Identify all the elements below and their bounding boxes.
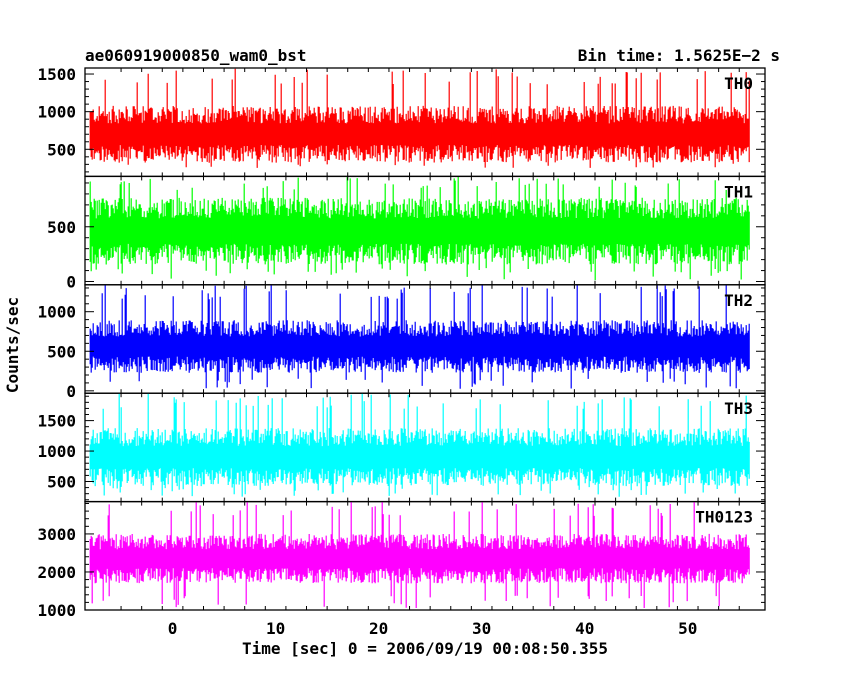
y-tick-label: 0	[66, 382, 76, 401]
x-tick-label: 30	[472, 619, 491, 638]
x-axis-label: Time [sec] 0 = 2006/09/19 00:08:50.355	[242, 639, 608, 658]
y-tick-label: 1000	[37, 103, 76, 122]
panel-th2: 0 500 1000 TH2	[37, 284, 766, 401]
panel-th0123: 1000 2000 3000 TH0123	[37, 500, 766, 620]
series-th0	[89, 68, 750, 168]
panel-label-th0: TH0	[724, 74, 753, 93]
series-th3	[89, 393, 750, 497]
y-axis-label: Counts/sec	[3, 297, 22, 393]
y-tick-label: 1000	[37, 303, 76, 322]
series-th0123	[89, 501, 750, 608]
y-tick-label: 1000	[37, 601, 76, 620]
panel-frame	[84, 500, 766, 611]
panel-label-th2: TH2	[724, 291, 753, 310]
plot-title: ae060919000850_wam0_bst	[85, 46, 307, 65]
series-th2	[89, 284, 750, 389]
panel-label-th1: TH1	[724, 182, 753, 201]
y-tick-label: 500	[47, 473, 76, 492]
x-axis-ticklabels: 0 10 20 30 40 50	[168, 619, 698, 638]
series-th1	[89, 176, 750, 281]
x-tick-label: 10	[266, 619, 285, 638]
x-tick-label: 20	[369, 619, 388, 638]
y-tick-label: 500	[47, 342, 76, 361]
y-tick-label: 0	[66, 273, 76, 292]
panel-th1: 0 500 TH1	[47, 175, 766, 292]
y-tick-label: 500	[47, 140, 76, 159]
y-tick-label: 1500	[37, 65, 76, 84]
y-tick-label: 2000	[37, 563, 76, 582]
x-tick-label: 50	[678, 619, 697, 638]
panel-label-th0123: TH0123	[695, 508, 753, 527]
panel-th3: 500 1000 1500 TH3	[37, 392, 766, 503]
y-tick-label: 500	[47, 218, 76, 237]
y-tick-label: 3000	[37, 525, 76, 544]
panel-label-th3: TH3	[724, 399, 753, 418]
panel-th0: 500 1000 1500 TH0	[37, 65, 766, 178]
x-tick-label: 40	[575, 619, 594, 638]
x-tick-label: 0	[168, 619, 178, 638]
y-tick-label: 1000	[37, 442, 76, 461]
bin-time-label: Bin time: 1.5625E−2 s	[578, 46, 780, 65]
y-tick-label: 1500	[37, 412, 76, 431]
